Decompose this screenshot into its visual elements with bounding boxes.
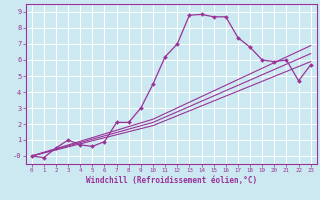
X-axis label: Windchill (Refroidissement éolien,°C): Windchill (Refroidissement éolien,°C) (86, 176, 257, 185)
